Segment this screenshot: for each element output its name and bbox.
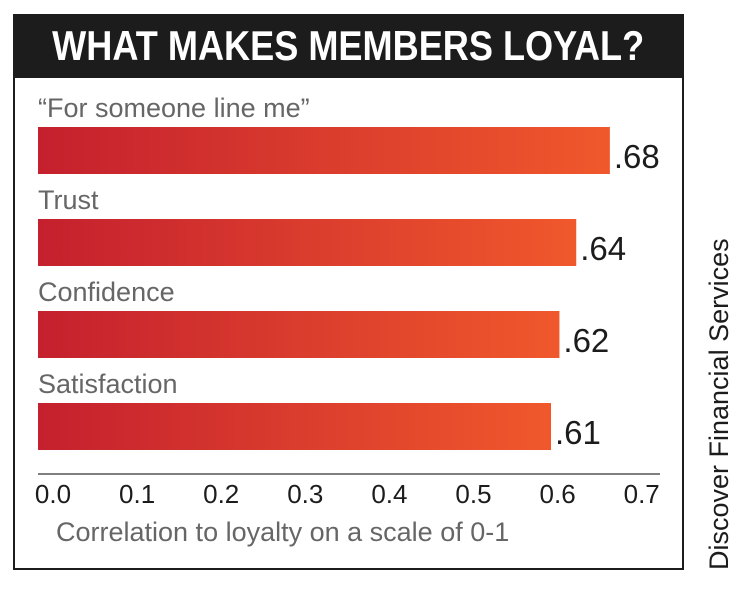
chart-frame <box>13 14 684 570</box>
bar <box>38 403 552 450</box>
category-label: Satisfaction <box>38 369 178 399</box>
source-credit: Discover Financial Services <box>704 238 734 570</box>
value-label: .64 <box>580 230 626 267</box>
x-tick-label: 0.2 <box>203 479 239 509</box>
title-bar: WHAT MAKES MEMBERS LOYAL? <box>13 14 684 78</box>
category-label: Confidence <box>38 277 175 307</box>
x-tick-label: 0.7 <box>624 479 660 509</box>
x-tick-label: 0.0 <box>35 479 71 509</box>
category-label: “For someone line me” <box>38 93 310 123</box>
bar <box>38 311 560 358</box>
x-tick-label: 0.1 <box>119 479 155 509</box>
value-label: .68 <box>614 138 660 175</box>
bar <box>38 219 577 266</box>
chart-title: WHAT MAKES MEMBERS LOYAL? <box>52 22 645 69</box>
x-axis-label: Correlation to loyalty on a scale of 0-1 <box>56 517 509 547</box>
category-label: Trust <box>38 185 99 215</box>
value-label: .62 <box>563 322 609 359</box>
x-tick-label: 0.4 <box>371 479 407 509</box>
x-tick-label: 0.5 <box>455 479 491 509</box>
bar <box>38 127 610 174</box>
x-tick-label: 0.6 <box>540 479 576 509</box>
x-tick-label: 0.3 <box>287 479 323 509</box>
value-label: .61 <box>555 414 601 451</box>
